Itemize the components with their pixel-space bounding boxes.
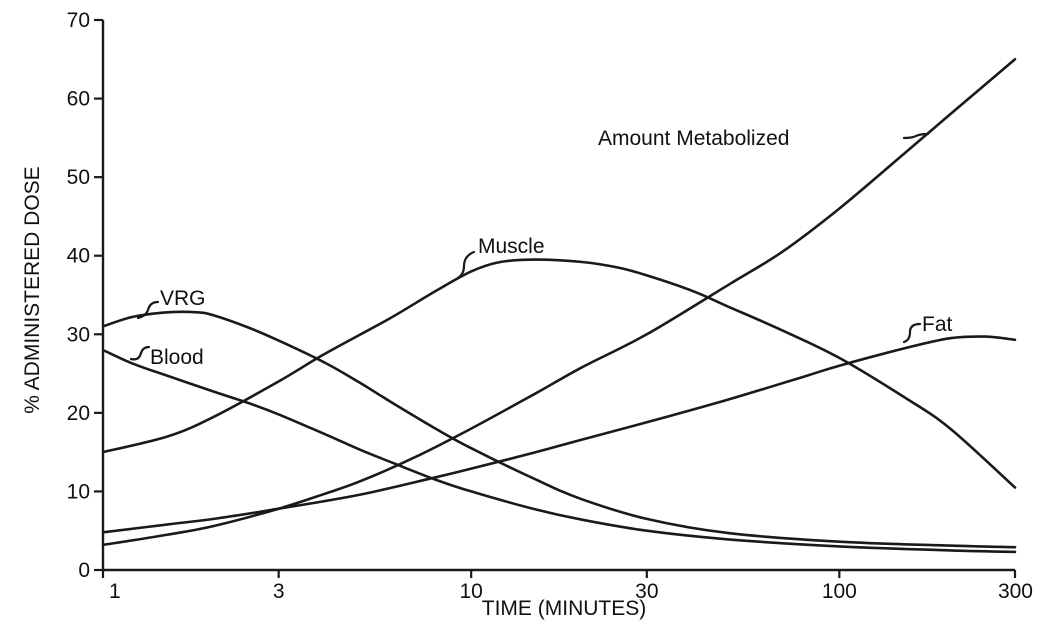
series-label-fat: Fat	[922, 313, 953, 336]
series-label-amount-metabolized: Amount Metabolized	[598, 127, 789, 150]
y-tick-label: 70	[67, 9, 90, 32]
y-axis-label: % ADMINISTERED DOSE	[21, 166, 44, 413]
y-tick-label: 50	[67, 166, 90, 189]
x-tick-label: 30	[635, 580, 658, 603]
x-tick-label: 300	[998, 580, 1033, 603]
x-tick-label: 10	[459, 580, 482, 603]
series-label-blood: Blood	[150, 346, 204, 369]
x-tick-label: 1	[109, 580, 121, 603]
series-line-amount-metabolized	[101, 58, 1017, 547]
series-line-fat	[101, 335, 1017, 534]
label-leader-vrg	[136, 300, 160, 320]
series-line-blood	[101, 348, 1017, 554]
x-tick-label: 100	[822, 580, 857, 603]
series-group	[101, 58, 1017, 554]
y-tick-label: 30	[67, 323, 90, 346]
series-line-muscle	[101, 258, 1017, 489]
y-tick-label: 20	[67, 402, 90, 425]
axes	[101, 20, 1015, 572]
label-leader-blood	[129, 345, 151, 361]
y-tick-label: 60	[67, 88, 90, 111]
label-leader-fat	[902, 322, 922, 344]
y-tick-label: 40	[67, 245, 90, 268]
series-label-muscle: Muscle	[478, 235, 545, 258]
x-axis-label: TIME (MINUTES)	[482, 597, 646, 620]
y-tick-label: 0	[78, 559, 90, 582]
series-label-vrg: VRG	[160, 287, 206, 310]
x-tick-label: 3	[273, 580, 285, 603]
y-tick-label: 10	[67, 480, 90, 503]
ticks: 0 10 20 30 40 50 60 70 1 3 10 30 100 300	[67, 9, 1033, 603]
label-leader-amount-metabolized	[902, 132, 930, 140]
series-labels: Blood VRG Muscle Fat Amount Metabolized	[129, 127, 953, 369]
series-line-vrg	[101, 310, 1017, 549]
label-leader-muscle	[456, 250, 476, 280]
